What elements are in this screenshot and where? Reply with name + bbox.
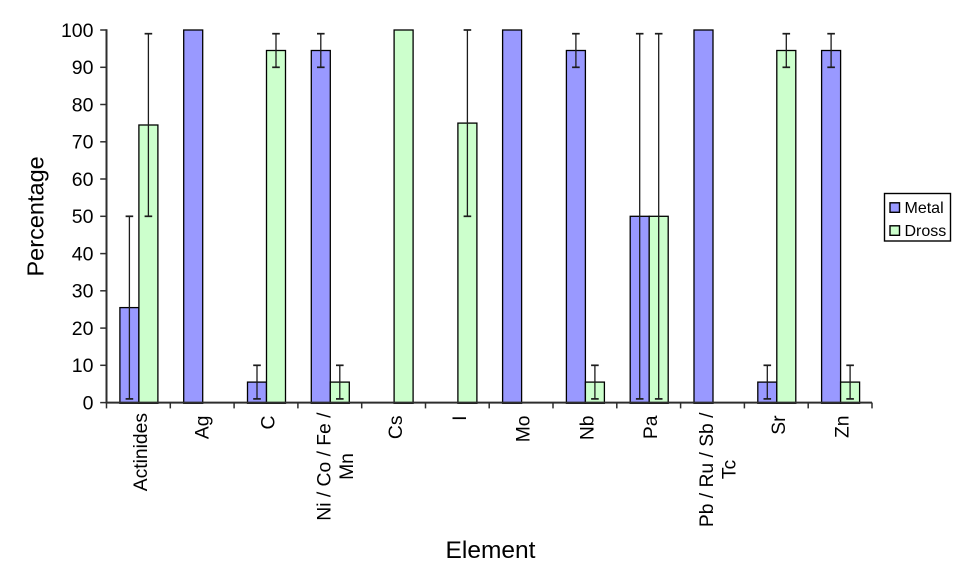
- svg-text:Percentage: Percentage: [23, 156, 49, 276]
- svg-text:100: 100: [61, 20, 94, 42]
- svg-text:Actinides: Actinides: [131, 413, 152, 491]
- svg-text:60: 60: [72, 169, 94, 191]
- svg-text:70: 70: [72, 132, 94, 154]
- svg-text:Element: Element: [446, 537, 536, 564]
- svg-text:Pb / Ru / Sb /Tc: Pb / Ru / Sb /Tc: [697, 412, 741, 527]
- svg-text:Mo: Mo: [514, 416, 535, 443]
- svg-text:Ag: Ag: [193, 416, 214, 440]
- svg-text:80: 80: [72, 94, 94, 116]
- svg-text:10: 10: [72, 355, 94, 377]
- svg-text:C: C: [259, 415, 280, 429]
- svg-text:50: 50: [72, 206, 94, 228]
- svg-text:I: I: [450, 416, 471, 421]
- svg-text:Nb: Nb: [577, 416, 598, 441]
- svg-text:Sr: Sr: [769, 415, 790, 435]
- svg-text:Zn: Zn: [833, 416, 854, 439]
- svg-text:Metal: Metal: [905, 200, 944, 217]
- svg-text:30: 30: [72, 281, 94, 303]
- svg-text:40: 40: [72, 243, 94, 265]
- svg-text:Dross: Dross: [905, 223, 947, 240]
- svg-text:Cs: Cs: [386, 416, 407, 440]
- svg-text:Pa: Pa: [641, 415, 662, 439]
- svg-text:0: 0: [83, 392, 94, 414]
- svg-text:20: 20: [72, 318, 94, 340]
- svg-text:Ni / Co / Fe /Mn: Ni / Co / Fe /Mn: [314, 412, 358, 521]
- svg-text:90: 90: [72, 57, 94, 79]
